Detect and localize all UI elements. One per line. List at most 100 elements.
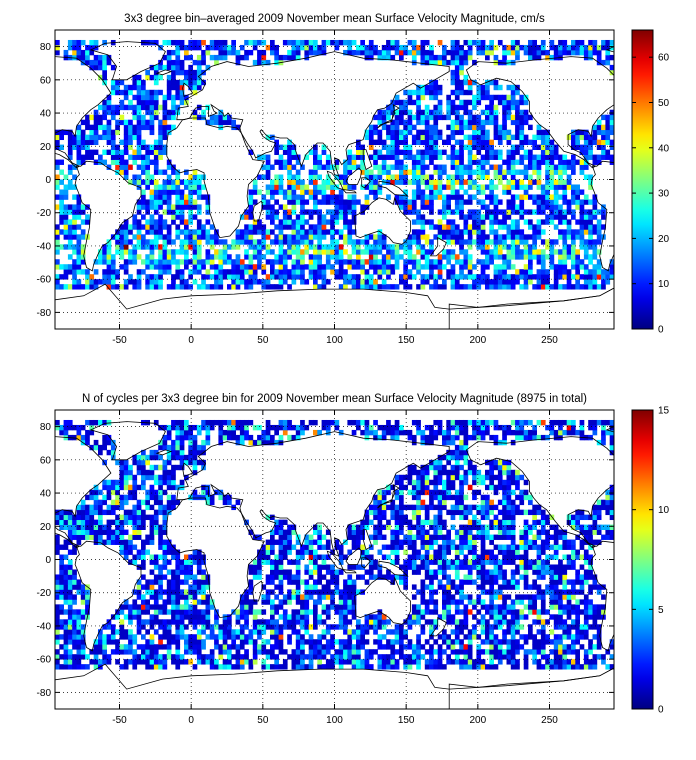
data-cell (55, 224, 60, 230)
data-cell (291, 529, 297, 535)
data-cell (119, 519, 125, 526)
data-cell (364, 129, 370, 136)
data-cell (192, 239, 198, 245)
data-cell (153, 614, 159, 620)
data-cell (493, 254, 499, 260)
data-cell (480, 224, 486, 230)
data-cell (450, 189, 456, 195)
data-cell (558, 194, 563, 200)
data-cell (214, 239, 219, 245)
data-cell (295, 649, 301, 655)
data-cell (93, 284, 99, 290)
data-cell (368, 129, 374, 136)
data-cell (102, 269, 107, 275)
data-cell (540, 204, 546, 210)
data-cell (235, 419, 241, 426)
data-cell (454, 109, 460, 116)
data-cell (609, 39, 615, 46)
data-cell (63, 264, 69, 270)
data-cell (368, 254, 374, 260)
data-cell (575, 284, 580, 290)
data-cell (373, 189, 378, 195)
data-cell (98, 124, 103, 131)
data-cell (545, 164, 550, 170)
data-cell (72, 664, 77, 670)
data-cell (308, 624, 314, 630)
data-cell (442, 284, 447, 290)
data-cell (592, 264, 598, 270)
data-cell (558, 174, 563, 180)
data-cell (149, 594, 155, 600)
data-cell (386, 154, 391, 160)
data-cell (166, 179, 172, 185)
data-cell (110, 274, 116, 280)
data-cell (123, 554, 129, 560)
data-cell (205, 654, 211, 660)
data-cell (192, 204, 198, 210)
data-cell (506, 234, 512, 240)
data-cell (467, 264, 473, 270)
data-cell (166, 114, 172, 121)
data-cell (467, 44, 473, 51)
data-cell (433, 224, 439, 230)
data-cell (175, 84, 181, 91)
data-cell (123, 119, 129, 126)
data-cell (506, 139, 512, 146)
data-cell (192, 604, 198, 610)
data-cell (192, 199, 198, 205)
data-cell (222, 499, 228, 506)
data-cell (536, 209, 542, 215)
data-cell (98, 659, 103, 665)
data-cell (171, 439, 176, 446)
data-cell (304, 629, 310, 635)
data-cell (304, 239, 310, 245)
data-cell (67, 164, 73, 170)
data-cell (214, 419, 219, 426)
data-cell (115, 539, 120, 545)
data-cell (433, 94, 439, 101)
data-cell (321, 604, 327, 610)
data-cell (89, 59, 95, 66)
data-cell (420, 159, 426, 165)
data-cell (227, 624, 232, 630)
data-cell (497, 129, 503, 136)
data-cell (467, 119, 473, 126)
data-cell (609, 269, 615, 275)
data-cell (136, 219, 142, 225)
data-cell (209, 659, 215, 665)
data-cell (549, 284, 555, 290)
data-cell (59, 514, 64, 521)
data-cell (252, 199, 258, 205)
data-cell (510, 44, 516, 51)
data-cell (115, 629, 120, 635)
data-cell (231, 259, 236, 265)
data-cell (390, 134, 396, 141)
data-cell (467, 179, 473, 185)
data-cell (184, 44, 189, 51)
data-cell (192, 59, 198, 66)
data-cell (76, 424, 82, 431)
data-cell (166, 549, 172, 555)
data-cell (132, 544, 138, 550)
data-cell (119, 474, 125, 481)
data-cell (317, 209, 322, 215)
data-cell (188, 644, 193, 650)
data-cell (166, 199, 172, 205)
data-cell (338, 229, 344, 235)
data-cell (343, 39, 348, 46)
data-cell (231, 654, 236, 660)
data-cell (579, 199, 585, 205)
data-cell (540, 259, 546, 265)
data-cell (601, 154, 606, 160)
data-cell (98, 504, 103, 511)
data-cell (459, 274, 464, 280)
data-cell (110, 269, 116, 275)
data-cell (153, 234, 159, 240)
data-cell (347, 154, 353, 160)
data-cell (338, 569, 344, 575)
data-cell (424, 134, 430, 141)
data-cell (141, 484, 146, 491)
data-cell (184, 219, 189, 225)
data-cell (218, 49, 224, 56)
data-cell (72, 549, 77, 555)
